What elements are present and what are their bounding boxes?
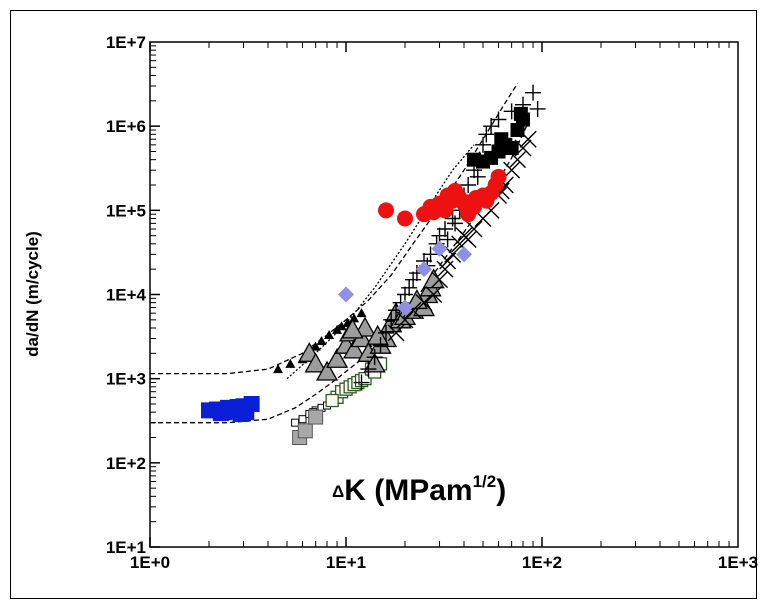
data-point — [397, 210, 414, 227]
bound-line — [150, 83, 519, 375]
data-point — [490, 168, 507, 185]
x-axis-label: ΔK (MPam1/2) — [332, 472, 506, 507]
data-point — [478, 192, 495, 209]
chart-frame — [10, 10, 757, 599]
data-point — [229, 399, 246, 416]
bound-line — [286, 144, 475, 380]
data-point — [529, 100, 546, 117]
data-point — [447, 215, 464, 232]
data-point — [378, 324, 395, 341]
data-point — [490, 111, 507, 128]
x-axis-label-main: K (MPam — [344, 474, 472, 507]
data-point — [494, 132, 509, 147]
data-point — [298, 415, 307, 424]
axis-ticks — [149, 42, 730, 548]
data-point — [478, 126, 495, 143]
data-point — [353, 316, 377, 337]
data-point — [422, 246, 439, 263]
data-point — [212, 405, 229, 422]
data-point — [401, 279, 418, 296]
data-point — [525, 84, 542, 101]
data-point — [343, 338, 366, 359]
data-point — [437, 221, 454, 238]
y-tick-label: 1E+6 — [106, 117, 146, 136]
data-point — [243, 396, 260, 413]
data-point — [396, 311, 414, 329]
x-axis-label-exponent: 1/2 — [473, 472, 497, 491]
data-point — [341, 318, 364, 339]
data-point — [425, 204, 442, 221]
data-point — [360, 361, 377, 378]
y-tick-label: 1E+3 — [106, 370, 146, 389]
data-point — [304, 352, 327, 373]
data-point — [372, 337, 389, 354]
x-tick-label: 1E+3 — [718, 553, 758, 572]
y-tick-label: 1E+2 — [106, 454, 146, 473]
data-point — [332, 324, 343, 334]
data-point — [439, 252, 457, 270]
data-point — [431, 240, 448, 257]
y-tick-label: 1E+1 — [106, 538, 146, 557]
data-point — [444, 245, 462, 263]
data-point — [366, 324, 389, 345]
data-point — [415, 261, 432, 278]
data-point — [291, 418, 300, 427]
bound-line — [150, 122, 529, 424]
data-point — [285, 358, 296, 368]
data-point — [325, 393, 339, 408]
data-point — [405, 271, 422, 288]
y-tick-label: 1E+7 — [106, 33, 146, 52]
data-point — [465, 220, 483, 238]
data-point — [273, 364, 284, 374]
x-tick-label: 1E+2 — [522, 553, 562, 572]
data-point — [431, 271, 449, 289]
data-point — [378, 202, 395, 219]
data-point — [336, 321, 347, 331]
data-points — [201, 84, 546, 445]
y-axis-label: da/dN (m/cycle) — [23, 231, 42, 357]
data-point — [439, 187, 456, 204]
x-axis-label-close: ) — [496, 474, 506, 507]
data-point — [366, 349, 383, 366]
data-point — [483, 118, 500, 135]
data-point — [308, 409, 324, 425]
plot-area — [149, 41, 739, 548]
data-point — [439, 231, 456, 248]
data-point — [349, 313, 360, 323]
x-tick-label: 1E+0 — [130, 553, 170, 572]
y-tick-label: 1E+5 — [106, 201, 146, 220]
bound-lines — [150, 83, 529, 424]
data-point — [415, 294, 433, 312]
data-point — [356, 308, 367, 318]
tick-labels: 1E+0 1E+1 1E+2 1E+31E+11E+21E+31E+41E+51E+6… — [106, 33, 758, 572]
data-point — [425, 286, 443, 303]
data-point — [459, 231, 477, 249]
data-point — [397, 299, 414, 316]
data-point — [315, 360, 339, 381]
data-point — [338, 286, 354, 303]
x-axis-label-delta: Δ — [332, 482, 344, 501]
data-point — [456, 246, 473, 263]
data-point — [469, 168, 486, 185]
data-point — [513, 106, 528, 121]
data-point — [316, 336, 327, 346]
data-point — [387, 324, 405, 342]
y-tick-label: 1E+4 — [106, 286, 147, 305]
data-point — [510, 123, 525, 138]
data-point — [353, 374, 370, 391]
data-point — [297, 423, 313, 439]
x-tick-label: 1E+1 — [326, 553, 366, 572]
data-point — [325, 347, 349, 368]
data-point — [383, 311, 400, 328]
data-point — [310, 341, 321, 351]
data-point — [460, 176, 477, 193]
data-point — [474, 136, 491, 153]
data-point — [324, 330, 335, 340]
